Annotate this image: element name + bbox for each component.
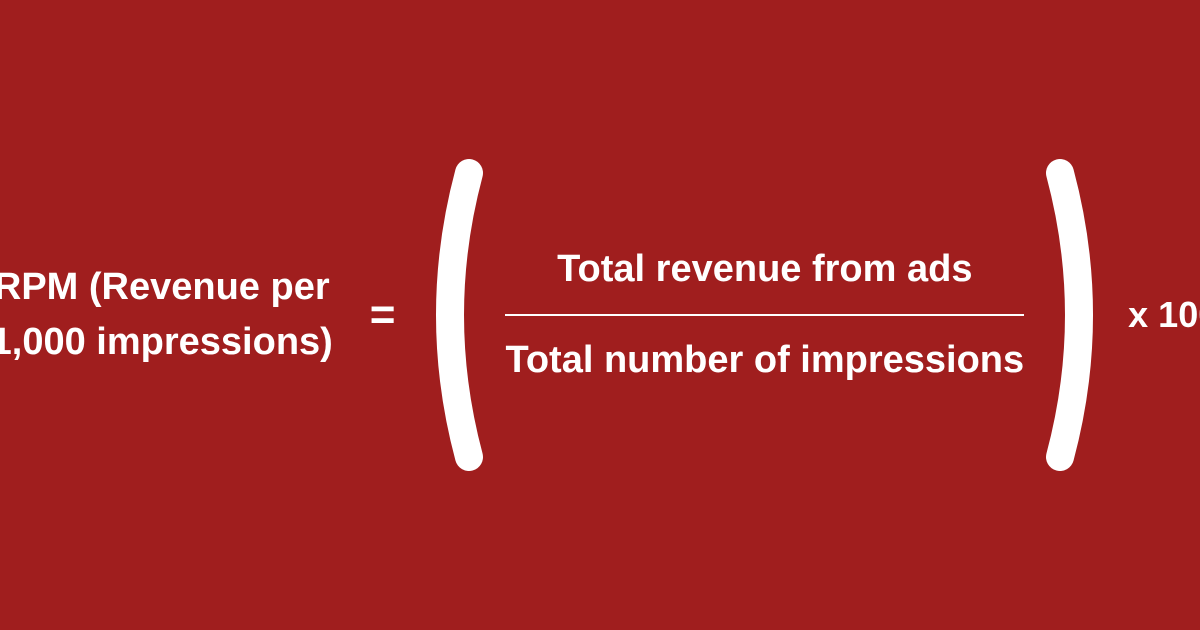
parenthesized-fraction: Total revenue from ads Total number of i… [417, 155, 1112, 475]
fraction: Total revenue from ads Total number of i… [505, 235, 1024, 396]
multiplier: x 100 [1128, 294, 1200, 336]
fraction-numerator: Total revenue from ads [557, 235, 972, 304]
left-paren-icon [417, 155, 487, 475]
equals-sign: = [370, 290, 396, 340]
right-paren-icon [1042, 155, 1112, 475]
fraction-bar [505, 314, 1024, 317]
formula-lhs: RPM (Revenue per 1,000 impressions) [0, 260, 342, 370]
rpm-formula: RPM (Revenue per 1,000 impressions) = To… [0, 155, 1200, 475]
fraction-denominator: Total number of impressions [505, 326, 1024, 395]
